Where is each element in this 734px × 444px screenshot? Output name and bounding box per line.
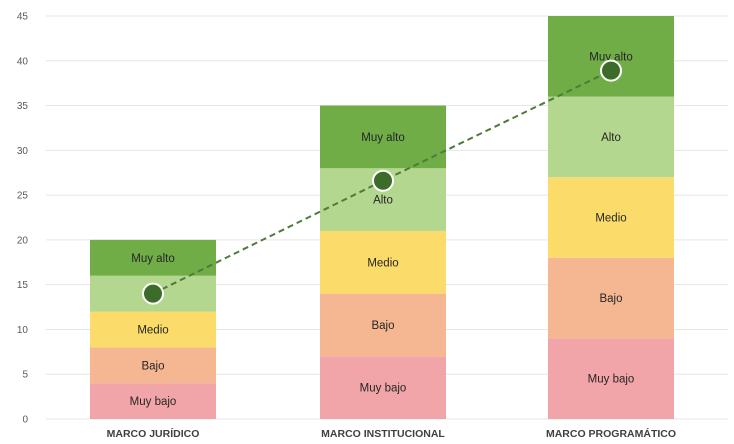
data-marker: [600, 59, 622, 82]
bar-segment: [90, 383, 216, 419]
bar-segment: [320, 356, 446, 419]
segment-label: Muy bajo: [588, 374, 635, 386]
bar-segment: [320, 230, 446, 294]
y-tick-label: 5: [22, 370, 28, 381]
y-tick-label: 0: [22, 415, 28, 426]
segment-label: Muy alto: [131, 253, 174, 265]
x-category-label: MARCO INSTITUCIONAL: [321, 428, 445, 440]
bar-segment: [90, 347, 216, 384]
bar-segment: [90, 311, 216, 348]
segment-label: Alto: [373, 195, 393, 207]
y-tick-label: 45: [17, 12, 29, 23]
y-tick-label: 20: [17, 235, 29, 246]
segment-label: Bajo: [371, 320, 394, 332]
bar-segment: [320, 105, 446, 169]
bar-segment: [548, 177, 674, 258]
bar-segment: [90, 239, 216, 276]
y-tick-label: 25: [17, 191, 29, 202]
segment-label: Muy alto: [361, 132, 404, 144]
bar-segment: [548, 16, 674, 97]
bar-segment: [320, 293, 446, 357]
segment-label: Bajo: [141, 360, 164, 372]
data-marker: [142, 282, 164, 305]
x-category-label: MARCO PROGRAMÁTICO: [546, 427, 676, 440]
y-tick-label: 15: [17, 280, 29, 291]
y-tick-label: 35: [17, 101, 29, 112]
y-tick-label: 40: [17, 56, 29, 67]
x-category-label: MARCO JURÍDICO: [107, 427, 200, 440]
bar-segment: [548, 338, 674, 419]
bar-segment: [548, 96, 674, 178]
segment-label: Muy alto: [589, 51, 632, 63]
segment-label: Muy bajo: [360, 383, 407, 395]
y-tick-label: 10: [17, 325, 29, 336]
segment-label: Medio: [595, 213, 626, 225]
y-tick-label: 30: [17, 146, 29, 157]
connector-line: [152, 69, 612, 295]
segment-label: Medio: [137, 324, 168, 336]
data-marker: [372, 169, 394, 192]
bar-segment: [548, 257, 674, 339]
segment-label: Bajo: [599, 293, 622, 305]
segment-label: Muy bajo: [130, 396, 177, 408]
segment-label: Medio: [367, 257, 398, 269]
segment-label: Alto: [601, 132, 621, 144]
